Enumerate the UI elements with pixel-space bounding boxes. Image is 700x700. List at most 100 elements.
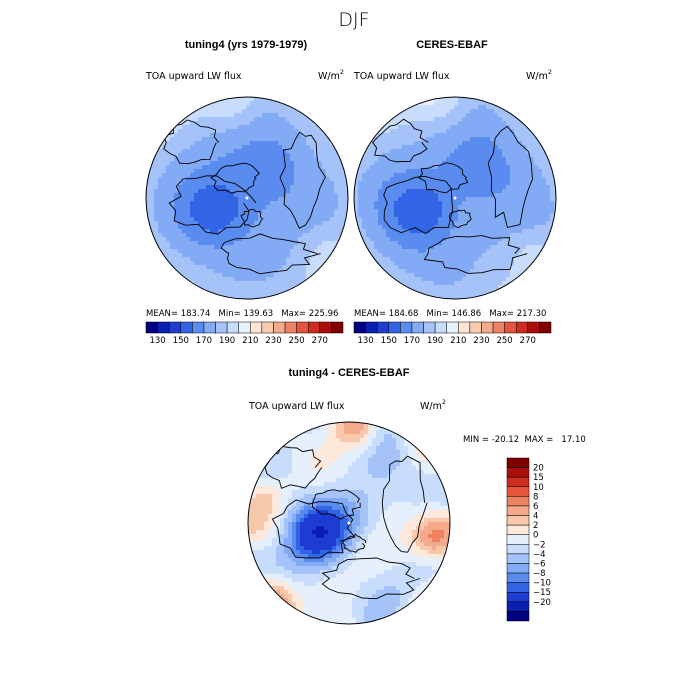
map-cell: [534, 153, 539, 158]
map-cell: [302, 157, 307, 162]
map-cell: [352, 478, 357, 483]
map-cell: [214, 261, 219, 266]
map-cell: [458, 225, 463, 230]
map-cell: [258, 273, 263, 278]
map-cell: [438, 137, 443, 142]
map-cell: [518, 153, 523, 158]
map-cell: [158, 169, 163, 174]
map-cell: [268, 478, 273, 483]
map-cell: [410, 141, 415, 146]
map-cell: [294, 145, 299, 150]
map-cell: [368, 426, 373, 431]
map-cell: [550, 201, 555, 206]
map-cell: [246, 269, 251, 274]
map-cell: [332, 454, 337, 459]
map-cell: [258, 133, 263, 138]
map-cell: [242, 153, 247, 158]
map-cell: [534, 165, 539, 170]
map-cell: [254, 245, 259, 250]
map-cell: [262, 137, 267, 142]
map-cell: [446, 229, 451, 234]
map-cell: [510, 149, 515, 154]
map-cell: [416, 470, 421, 475]
map-cell: [258, 285, 263, 290]
map-cell: [266, 269, 271, 274]
map-cell: [428, 462, 433, 467]
map-cell: [458, 117, 463, 122]
map-cell: [474, 137, 479, 142]
map-cell: [292, 438, 297, 443]
map-cell: [466, 217, 471, 222]
map-cell: [300, 462, 305, 467]
map-cell: [498, 205, 503, 210]
map-cell: [410, 269, 415, 274]
map-cell: [314, 261, 319, 266]
map-cell: [230, 281, 235, 286]
map-cell: [230, 229, 235, 234]
map-cell: [246, 189, 251, 194]
map-cell: [274, 121, 279, 126]
map-cell: [258, 237, 263, 242]
map-cell: [294, 233, 299, 238]
map-cell: [474, 289, 479, 294]
map-cell: [266, 265, 271, 270]
map-cell: [306, 145, 311, 150]
map-cell: [430, 265, 435, 270]
map-cell: [218, 221, 223, 226]
map-cell: [494, 169, 499, 174]
map-cell: [370, 205, 375, 210]
map-cell: [178, 137, 183, 142]
map-cell: [230, 101, 235, 106]
map-cell: [418, 277, 423, 282]
map-cell: [494, 285, 499, 290]
map-cell: [182, 233, 187, 238]
map-cell: [422, 157, 427, 162]
map-cell: [418, 245, 423, 250]
map-cell: [174, 153, 179, 158]
map-cell: [198, 117, 203, 122]
map-cell: [182, 129, 187, 134]
map-cell: [254, 97, 259, 102]
map-cell: [486, 185, 491, 190]
map-cell: [378, 201, 383, 206]
map-cell: [362, 205, 367, 210]
map-cell: [518, 237, 523, 242]
map-cell: [474, 265, 479, 270]
map-cell: [280, 470, 285, 475]
map-cell: [478, 209, 483, 214]
map-cell: [174, 193, 179, 198]
map-cell: [408, 470, 413, 475]
map-cell: [550, 177, 555, 182]
map-cell: [408, 450, 413, 455]
map-cell: [370, 153, 375, 158]
map-cell: [278, 117, 283, 122]
map-cell: [386, 141, 391, 146]
map-cell: [190, 241, 195, 246]
map-cell: [290, 117, 295, 122]
map-cell: [418, 233, 423, 238]
map-cell: [406, 261, 411, 266]
map-cell: [458, 173, 463, 178]
map-cell: [482, 277, 487, 282]
map-cell: [408, 478, 413, 483]
map-cell: [428, 466, 433, 471]
map-cell: [282, 233, 287, 238]
map-cell: [302, 137, 307, 142]
map-cell: [292, 458, 297, 463]
map-cell: [266, 149, 271, 154]
map-cell: [466, 105, 471, 110]
map-cell: [178, 237, 183, 242]
map-cell: [246, 245, 251, 250]
map-cell: [534, 213, 539, 218]
map-cell: [438, 97, 443, 102]
map-cell: [302, 217, 307, 222]
map-cell: [394, 249, 399, 254]
map-cell: [276, 470, 281, 475]
map-cell: [372, 486, 377, 491]
map-cell: [322, 205, 327, 210]
map-cell: [374, 257, 379, 262]
map-cell: [320, 430, 325, 435]
map-cell: [462, 153, 467, 158]
map-cell: [238, 193, 243, 198]
map-cell: [222, 145, 227, 150]
